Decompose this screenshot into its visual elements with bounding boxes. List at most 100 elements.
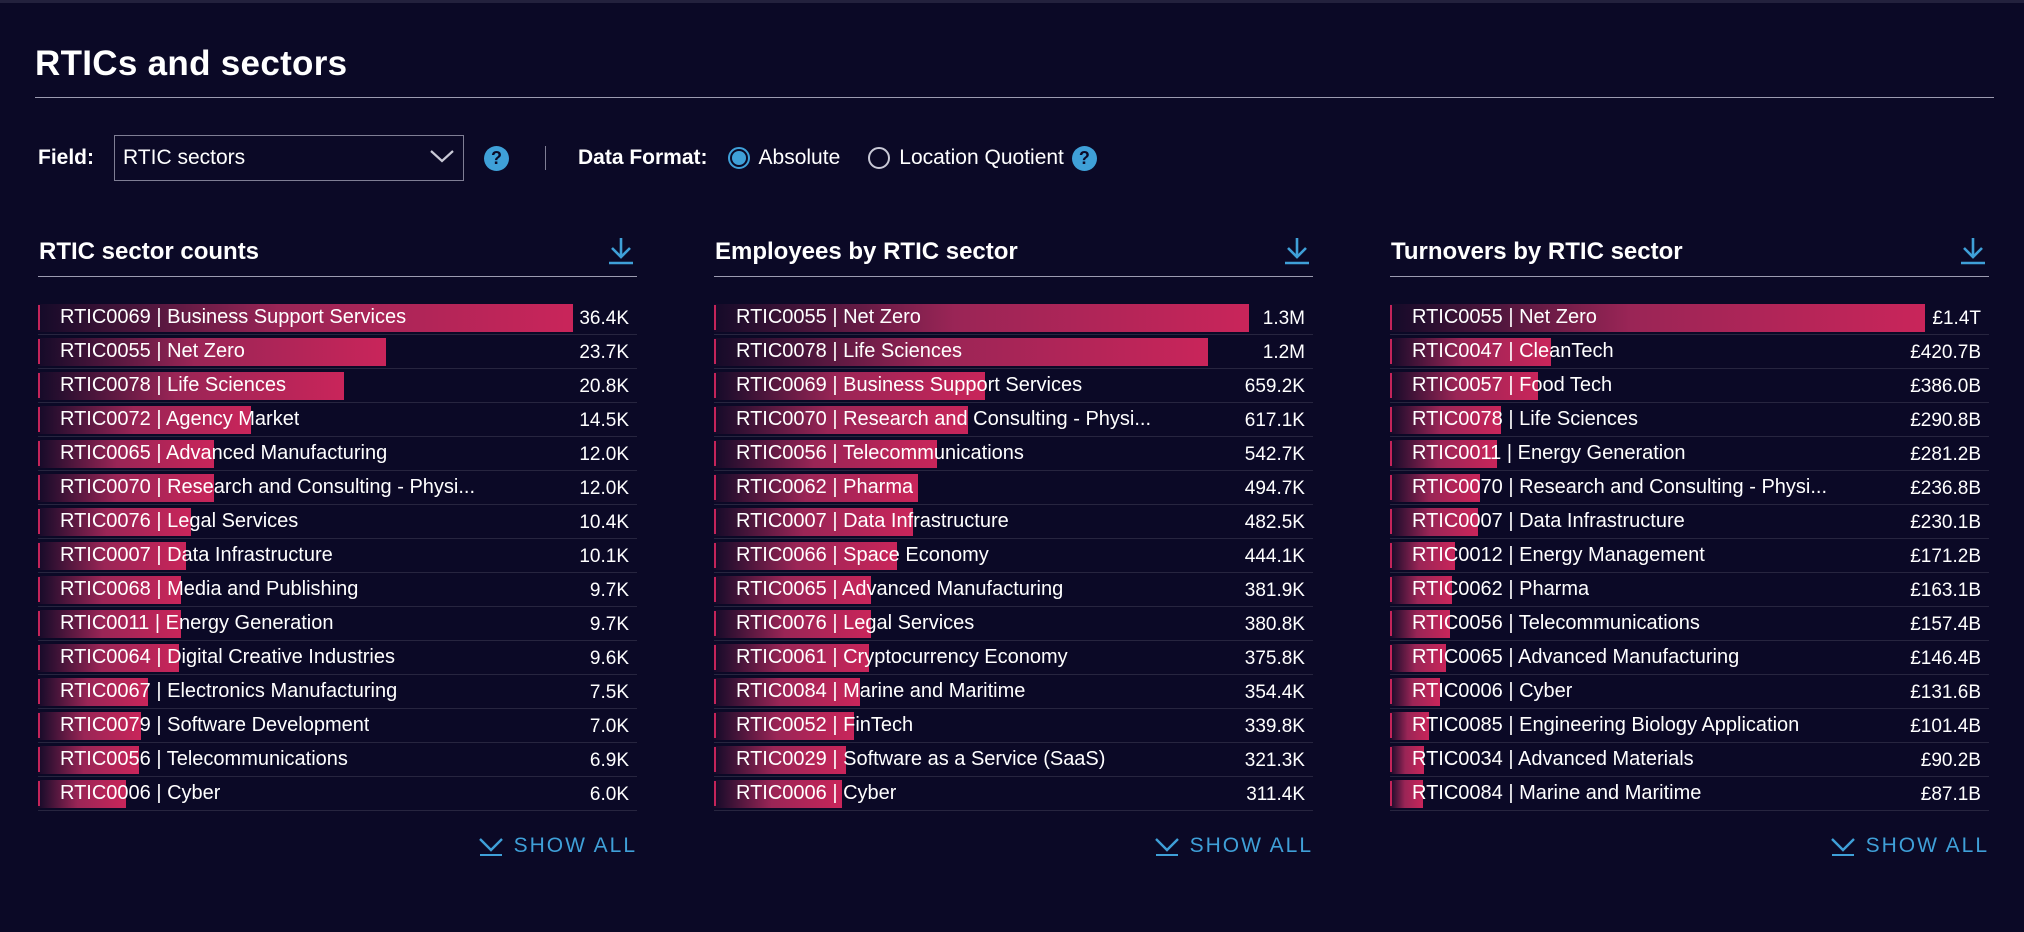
list-item[interactable]: RTIC0056 | Telecommunications £157.4B <box>1390 607 1989 641</box>
list-item[interactable]: RTIC0067 | Electronics Manufacturing 7.5K <box>38 675 637 709</box>
list-item[interactable]: RTIC0055 | Net Zero 23.7K <box>38 335 637 369</box>
list-item[interactable]: RTIC0012 | Energy Management £171.2B <box>1390 539 1989 573</box>
list-item[interactable]: RTIC0007 | Data Infrastructure £230.1B <box>1390 505 1989 539</box>
format-option-label: Absolute <box>758 146 841 169</box>
list-item[interactable]: RTIC0007 | Data Infrastructure 482.5K <box>714 505 1313 539</box>
list-item-value: 7.5K <box>589 682 629 703</box>
list-item[interactable]: RTIC0034 | Advanced Materials £90.2B <box>1390 743 1989 777</box>
panel-header: Turnovers by RTIC sector <box>1390 230 1989 277</box>
list-item[interactable]: RTIC0056 | Telecommunications 6.9K <box>38 743 637 777</box>
list-item-label: RTIC0065 | Advanced Manufacturing <box>736 578 1064 600</box>
list-item[interactable]: RTIC0055 | Net Zero £1.4T <box>1390 301 1989 335</box>
list-item[interactable]: RTIC0047 | CleanTech £420.7B <box>1390 335 1989 369</box>
list-item[interactable]: RTIC0007 | Data Infrastructure 10.1K <box>38 539 637 573</box>
list-item-label: RTIC0007 | Data Infrastructure <box>60 544 333 566</box>
format-option-absolute[interactable]: Absolute <box>727 146 841 170</box>
list-item[interactable]: RTIC0085 | Engineering Biology Applicati… <box>1390 709 1989 743</box>
list-item-value: 542.7K <box>1244 444 1305 465</box>
list-item[interactable]: RTIC0068 | Media and Publishing 9.7K <box>38 573 637 607</box>
list-item-value: £386.0B <box>1910 376 1981 397</box>
list-item[interactable]: RTIC0069 | Business Support Services 659.… <box>714 369 1313 403</box>
list-item[interactable]: RTIC0029 | Software as a Service (SaaS) 3… <box>714 743 1313 777</box>
show-all-link[interactable]: SHOW ALL <box>1154 834 1313 858</box>
list-item[interactable]: RTIC0084 | Marine and Maritime 354.4K <box>714 675 1313 709</box>
show-all-link[interactable]: SHOW ALL <box>1830 834 1989 858</box>
list-item-label: RTIC0012 | Energy Management <box>1412 544 1705 566</box>
list-item[interactable]: RTIC0069 | Business Support Services 36.4… <box>38 301 637 335</box>
list-item[interactable]: RTIC0062 | Pharma 494.7K <box>714 471 1313 505</box>
list-item-label: RTIC0078 | Life Sciences <box>60 374 287 396</box>
show-all-link[interactable]: SHOW ALL <box>478 834 637 858</box>
list-item[interactable]: RTIC0011 | Energy Generation 9.7K <box>38 607 637 641</box>
list-item-value: £90.2B <box>1920 750 1981 771</box>
page-title: RTICs and sectors <box>35 44 348 83</box>
radio-checked-icon <box>727 147 750 169</box>
list-item[interactable]: RTIC0055 | Net Zero 1.3M <box>714 301 1313 335</box>
list-item[interactable]: RTIC0061 | Cryptocurrency Economy 375.8K <box>714 641 1313 675</box>
list-item[interactable]: RTIC0064 | Digital Creative Industries 9.… <box>38 641 637 675</box>
value-bar <box>714 542 897 570</box>
value-bar <box>38 542 186 570</box>
list-item[interactable]: RTIC0062 | Pharma £163.1B <box>1390 573 1989 607</box>
list-item[interactable]: RTIC0066 | Space Economy 444.1K <box>714 539 1313 573</box>
show-all-label: SHOW ALL <box>1189 834 1313 857</box>
list-item[interactable]: RTIC0065 | Advanced Manufacturing £146.4B <box>1390 641 1989 675</box>
list-item-label: RTIC0070 | Research and Consulting - Phy… <box>736 408 1152 430</box>
list-item-value: 482.5K <box>1244 512 1305 533</box>
list-item[interactable]: RTIC0065 | Advanced Manufacturing 381.9K <box>714 573 1313 607</box>
list-item-label: RTIC0011 | Energy Generation <box>1412 442 1686 464</box>
list-item-value: 6.0K <box>589 784 629 805</box>
list-item[interactable]: RTIC0011 | Energy Generation £281.2B <box>1390 437 1989 471</box>
list-item-value: £230.1B <box>1910 512 1981 533</box>
list-item[interactable]: RTIC0079 | Software Development 7.0K <box>38 709 637 743</box>
list-item-label: RTIC0056 | Telecommunications <box>736 442 1024 464</box>
list-item-value: £157.4B <box>1910 614 1981 635</box>
list-item[interactable]: RTIC0052 | FinTech 339.8K <box>714 709 1313 743</box>
list-item[interactable]: RTIC0065 | Advanced Manufacturing 12.0K <box>38 437 637 471</box>
value-bar <box>38 406 251 434</box>
download-icon[interactable] <box>1283 236 1311 266</box>
list-item-label: RTIC0061 | Cryptocurrency Economy <box>736 646 1068 668</box>
list-item[interactable]: RTIC0070 | Research and Consulting - Phy… <box>1390 471 1989 505</box>
list-item-value: 375.8K <box>1244 648 1305 669</box>
download-icon[interactable] <box>1959 236 1987 266</box>
list-item-value: 9.6K <box>589 648 629 669</box>
format-help-icon[interactable]: ? <box>1071 145 1097 171</box>
list-item[interactable]: RTIC0076 | Legal Services 10.4K <box>38 505 637 539</box>
list-item-value: £290.8B <box>1910 410 1981 431</box>
value-bar <box>1390 780 1423 808</box>
list-item[interactable]: RTIC0070 | Research and Consulting - Phy… <box>38 471 637 505</box>
list-item-label: RTIC0056 | Telecommunications <box>1412 612 1700 634</box>
list-item-value: £420.7B <box>1910 342 1981 363</box>
list-item[interactable]: RTIC0070 | Research and Consulting - Phy… <box>714 403 1313 437</box>
list-item-value: £171.2B <box>1910 546 1981 567</box>
field-select[interactable]: RTIC sectors <box>114 135 464 181</box>
list-item[interactable]: RTIC0057 | Food Tech £386.0B <box>1390 369 1989 403</box>
list-item-label: RTIC0011 | Energy Generation <box>60 612 334 634</box>
panel-title: Employees by RTIC sector <box>715 238 1018 265</box>
list-item-label: RTIC0084 | Marine and Maritime <box>1412 782 1702 804</box>
list-item[interactable]: RTIC0072 | Agency Market 14.5K <box>38 403 637 437</box>
list-item[interactable]: RTIC0076 | Legal Services 380.8K <box>714 607 1313 641</box>
value-bar <box>38 576 181 604</box>
list-item-value: 12.0K <box>579 444 629 465</box>
list-item[interactable]: RTIC0056 | Telecommunications 542.7K <box>714 437 1313 471</box>
list-item[interactable]: RTIC0084 | Marine and Maritime £87.1B <box>1390 777 1989 811</box>
list-item[interactable]: RTIC0078 | Life Sciences £290.8B <box>1390 403 1989 437</box>
list-item[interactable]: RTIC0078 | Life Sciences 1.2M <box>714 335 1313 369</box>
value-bar <box>714 474 918 502</box>
list-item-label: RTIC0068 | Media and Publishing <box>60 578 359 600</box>
list-item-label: RTIC0055 | Net Zero <box>60 340 245 362</box>
list-item[interactable]: RTIC0006 | Cyber 6.0K <box>38 777 637 811</box>
list-item-label: RTIC0070 | Research and Consulting - Phy… <box>60 476 476 498</box>
field-select-value: RTIC sectors <box>123 146 246 169</box>
download-icon[interactable] <box>607 236 635 266</box>
list-item-label: RTIC0076 | Legal Services <box>60 510 299 532</box>
field-help-icon[interactable]: ? <box>484 145 509 171</box>
list-item[interactable]: RTIC0006 | Cyber £131.6B <box>1390 675 1989 709</box>
list-item[interactable]: RTIC0078 | Life Sciences 20.8K <box>38 369 637 403</box>
list-item-value: 7.0K <box>589 716 629 737</box>
list-item-label: RTIC0066 | Space Economy <box>736 544 989 566</box>
list-item[interactable]: RTIC0006 | Cyber 311.4K <box>714 777 1313 811</box>
format-option-location-quotient[interactable]: Location Quotient <box>868 146 1064 170</box>
